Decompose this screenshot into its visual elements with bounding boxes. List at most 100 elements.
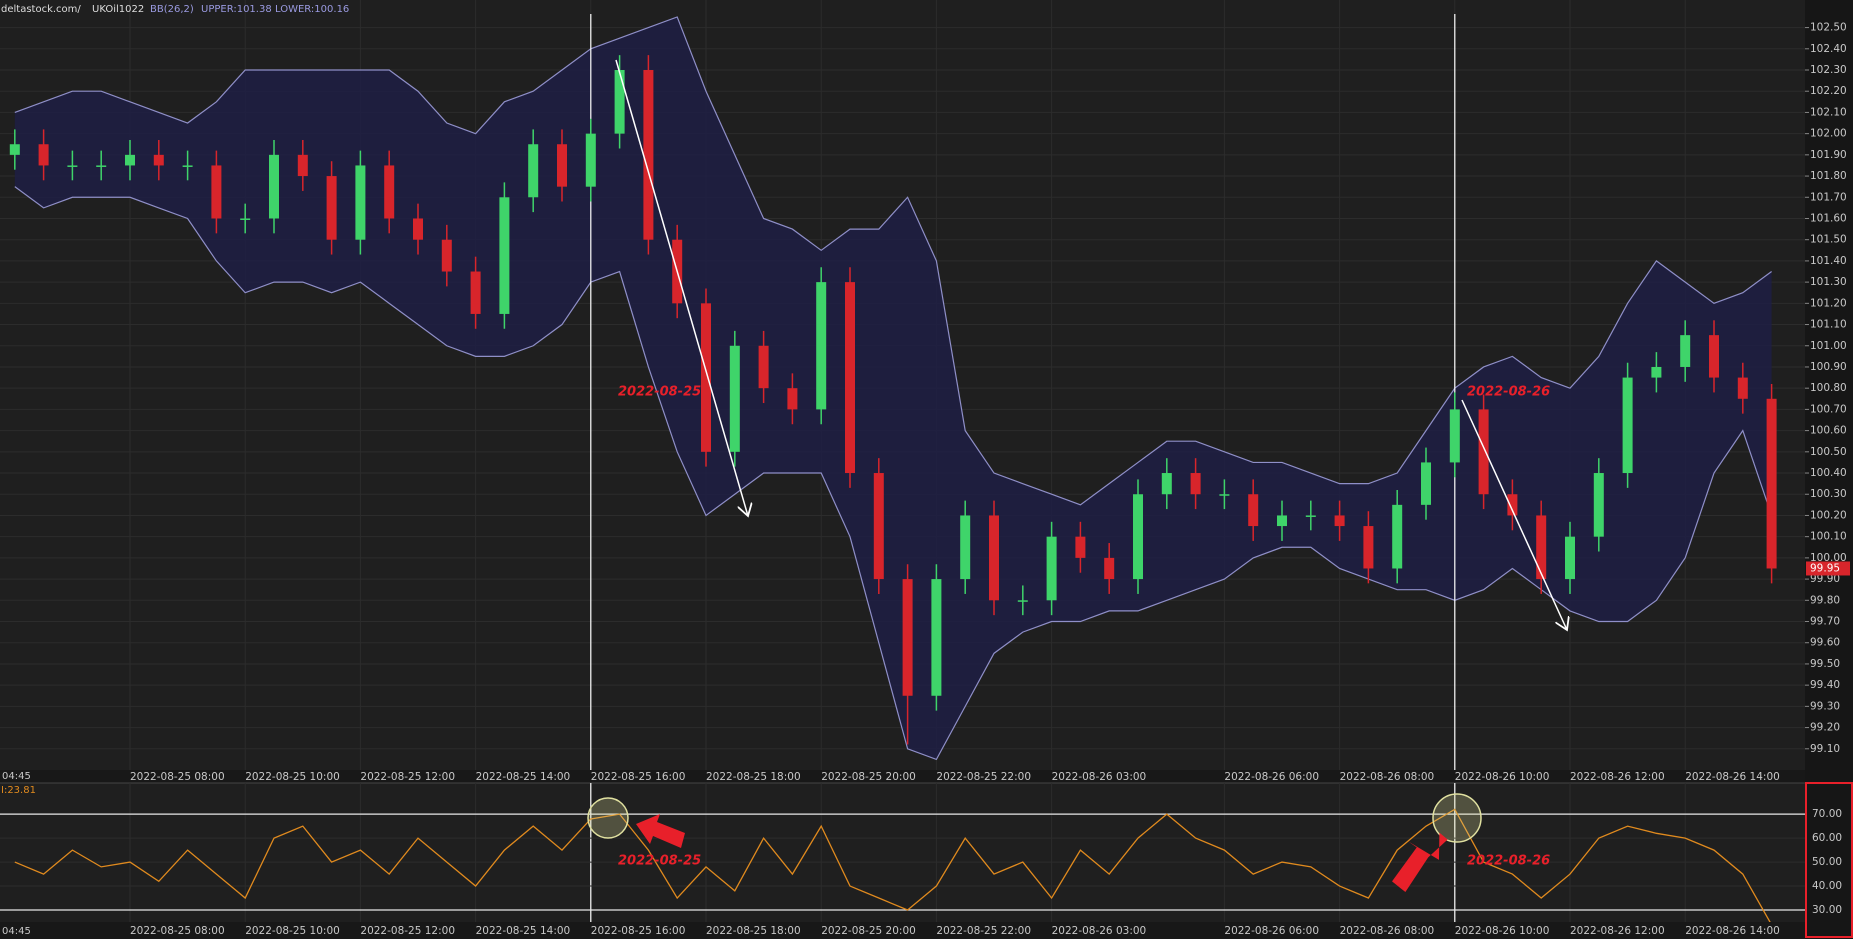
candle-body [1651, 366, 1662, 378]
x-tick-label: 2022-08-25 20:00 [821, 771, 916, 783]
x-tick-label: 2022-08-26 10:00 [1455, 771, 1550, 783]
band-line [14, 186, 1773, 761]
x-tick-label: 2022-08-25 10:00 [245, 925, 340, 937]
candle-body [1478, 409, 1489, 495]
candle-body [38, 144, 49, 166]
candle-body [1334, 515, 1345, 527]
candle-body [614, 70, 625, 134]
y-tick-label: 99.30 [1810, 700, 1840, 712]
y-tick-label: 102.40 [1810, 43, 1847, 55]
y-tick-label: 100.80 [1810, 382, 1847, 394]
rsi-line [14, 808, 1771, 922]
candle-body [1766, 398, 1777, 569]
y-tick-label: 100.50 [1810, 446, 1847, 458]
y-tick-label: 100.60 [1810, 425, 1847, 437]
price-panel [0, 0, 1805, 770]
y-tick-label: 102.50 [1810, 22, 1847, 34]
x-tick-label: 2022-08-25 12:00 [360, 925, 455, 937]
x-tick-label: 2022-08-25 18:00 [706, 925, 801, 937]
rsi-tick-label: 40.00 [1812, 880, 1842, 892]
candle-body [1680, 335, 1691, 367]
candle-body [931, 579, 942, 696]
candle-body [1133, 494, 1143, 580]
candle-body [1565, 536, 1575, 580]
y-tick-label: 99.80 [1810, 594, 1840, 606]
candle-body [873, 473, 884, 580]
rsi-tick-label: 50.00 [1812, 856, 1842, 868]
candle-body [499, 197, 510, 314]
x-tick-label: 2022-08-25 14:00 [476, 771, 571, 783]
rsi-tick-label: 30.00 [1812, 904, 1842, 916]
pointer-arrow [636, 814, 685, 848]
cursor-label: 04:45 [2, 771, 31, 782]
x-tick-label: 2022-08-25 12:00 [360, 771, 455, 783]
y-tick-label: 99.40 [1810, 679, 1840, 691]
y-tick-label: 101.50 [1810, 234, 1847, 246]
source: deltastock.com/ [1, 4, 81, 15]
y-tick-label: 101.30 [1810, 276, 1847, 288]
candle-body [701, 303, 711, 452]
x-tick-label: 2022-08-25 16:00 [591, 925, 686, 937]
highlight-circle [587, 797, 629, 839]
candle-body [1421, 462, 1431, 505]
x-tick-label: 2022-08-25 08:00 [130, 925, 225, 937]
y-tick-label: 100.90 [1810, 361, 1847, 373]
candle-body [384, 165, 395, 219]
candle-body [1507, 494, 1518, 516]
y-tick-label: 101.20 [1810, 297, 1847, 309]
x-tick-label: 2022-08-26 12:00 [1570, 925, 1665, 937]
candle-body [9, 144, 20, 155]
candle-body [528, 144, 539, 198]
candle-body [297, 154, 308, 177]
y-tick-label: 99.10 [1810, 743, 1840, 755]
last-price-box [1806, 561, 1850, 576]
candle-body [413, 218, 423, 240]
y-tick-label: 99.20 [1810, 722, 1840, 734]
candle-body [729, 345, 740, 452]
annotation: 2022-08-26 [1467, 385, 1550, 400]
candle-body [1305, 515, 1316, 517]
x-tick-label: 2022-08-25 22:00 [936, 771, 1031, 783]
y-tick-label: 100.40 [1810, 467, 1847, 479]
y-tick-label: 99.70 [1810, 616, 1840, 628]
candle-body [326, 176, 337, 240]
candle-body [1622, 377, 1633, 474]
candle-body [125, 154, 135, 166]
candle-body [960, 515, 971, 580]
x-tick-label: 2022-08-26 03:00 [1052, 925, 1147, 937]
x-tick-label: 2022-08-25 16:00 [591, 771, 686, 783]
y-tick-label: 100.10 [1810, 531, 1847, 543]
candle-body [355, 165, 366, 240]
candle-body [1536, 515, 1547, 580]
lower-label: LOWER:100.16 [275, 4, 349, 15]
candle-body [1104, 557, 1115, 580]
band-line [14, 16, 1772, 506]
time-strip [0, 770, 1805, 783]
last-price-label: 99.95 [1810, 562, 1840, 574]
x-tick-label: 2022-08-26 06:00 [1224, 925, 1319, 937]
candle-body [643, 70, 654, 240]
candle-body [1075, 536, 1086, 558]
x-tick-label: 2022-08-25 08:00 [130, 771, 225, 783]
annotation: 2022-08-25 [618, 385, 701, 400]
cursor-label: 04:45 [2, 926, 31, 937]
y-tick-label: 101.90 [1810, 149, 1847, 161]
candle-body [585, 133, 596, 187]
candle-body [1449, 409, 1460, 463]
candle-body [845, 282, 855, 474]
candle-body [1219, 494, 1230, 496]
candle-body [240, 218, 251, 220]
time-strip [0, 922, 1805, 939]
x-tick-label: 2022-08-25 10:00 [245, 771, 340, 783]
candle-body [816, 282, 827, 410]
x-tick-label: 2022-08-25 20:00 [821, 925, 916, 937]
rsi-tick-label: 60.00 [1812, 832, 1842, 844]
trend-arrow [1461, 399, 1567, 630]
rsi-panel [0, 783, 1805, 922]
x-tick-label: 2022-08-26 08:00 [1340, 925, 1435, 937]
symbol: UKOil1022 [92, 4, 144, 15]
y-tick-label: 99.90 [1810, 573, 1840, 585]
candle-body [1046, 536, 1057, 601]
candle-body [96, 165, 107, 167]
